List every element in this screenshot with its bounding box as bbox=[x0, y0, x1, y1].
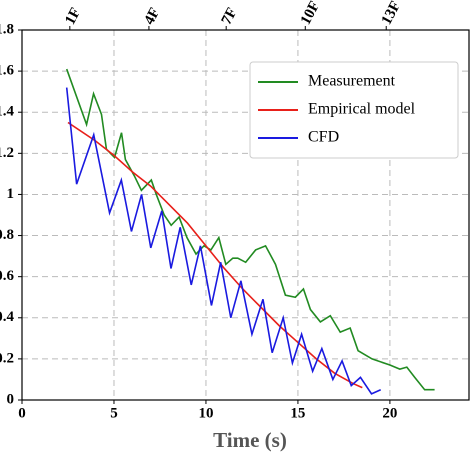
x-axis-label: Time (s) bbox=[213, 428, 287, 452]
legend-box bbox=[249, 61, 459, 159]
y-tick-label: 0.8 bbox=[0, 227, 14, 243]
x-tick-label: 0 bbox=[18, 405, 26, 421]
y-tick-label: 0.4 bbox=[0, 309, 15, 325]
y-tick-label: 0.2 bbox=[0, 350, 14, 366]
x-tick-label: 20 bbox=[382, 405, 397, 421]
y-tick-label: 0 bbox=[7, 391, 15, 407]
y-tick-label: 1.6 bbox=[0, 63, 15, 79]
line-series bbox=[67, 121, 363, 389]
x2-tick-label: 10F bbox=[298, 0, 323, 27]
x2-tick-label: 4F bbox=[141, 5, 163, 27]
y-tick-label: 1 bbox=[7, 186, 15, 202]
legend-label: CFD bbox=[308, 129, 339, 146]
y-tick-label: 1.2 bbox=[0, 145, 14, 161]
y-tick-label: 1.8 bbox=[0, 21, 14, 37]
y-tick-label: 0.6 bbox=[0, 268, 15, 284]
x2-tick-label: 1F bbox=[62, 5, 84, 27]
x2-tick-label: 7F bbox=[219, 5, 241, 27]
y-tick-label: 1.4 bbox=[0, 104, 15, 120]
line-series bbox=[65, 87, 382, 395]
line-series bbox=[65, 68, 435, 391]
x-tick-label: 10 bbox=[198, 405, 213, 421]
x2-tick-label: 13F bbox=[379, 0, 404, 27]
plot-frame bbox=[21, 29, 470, 401]
legend-label: Measurement bbox=[308, 73, 396, 90]
legend-label: Empirical model bbox=[308, 101, 416, 118]
x-tick-label: 15 bbox=[290, 405, 305, 421]
x-tick-label: 5 bbox=[110, 405, 118, 421]
